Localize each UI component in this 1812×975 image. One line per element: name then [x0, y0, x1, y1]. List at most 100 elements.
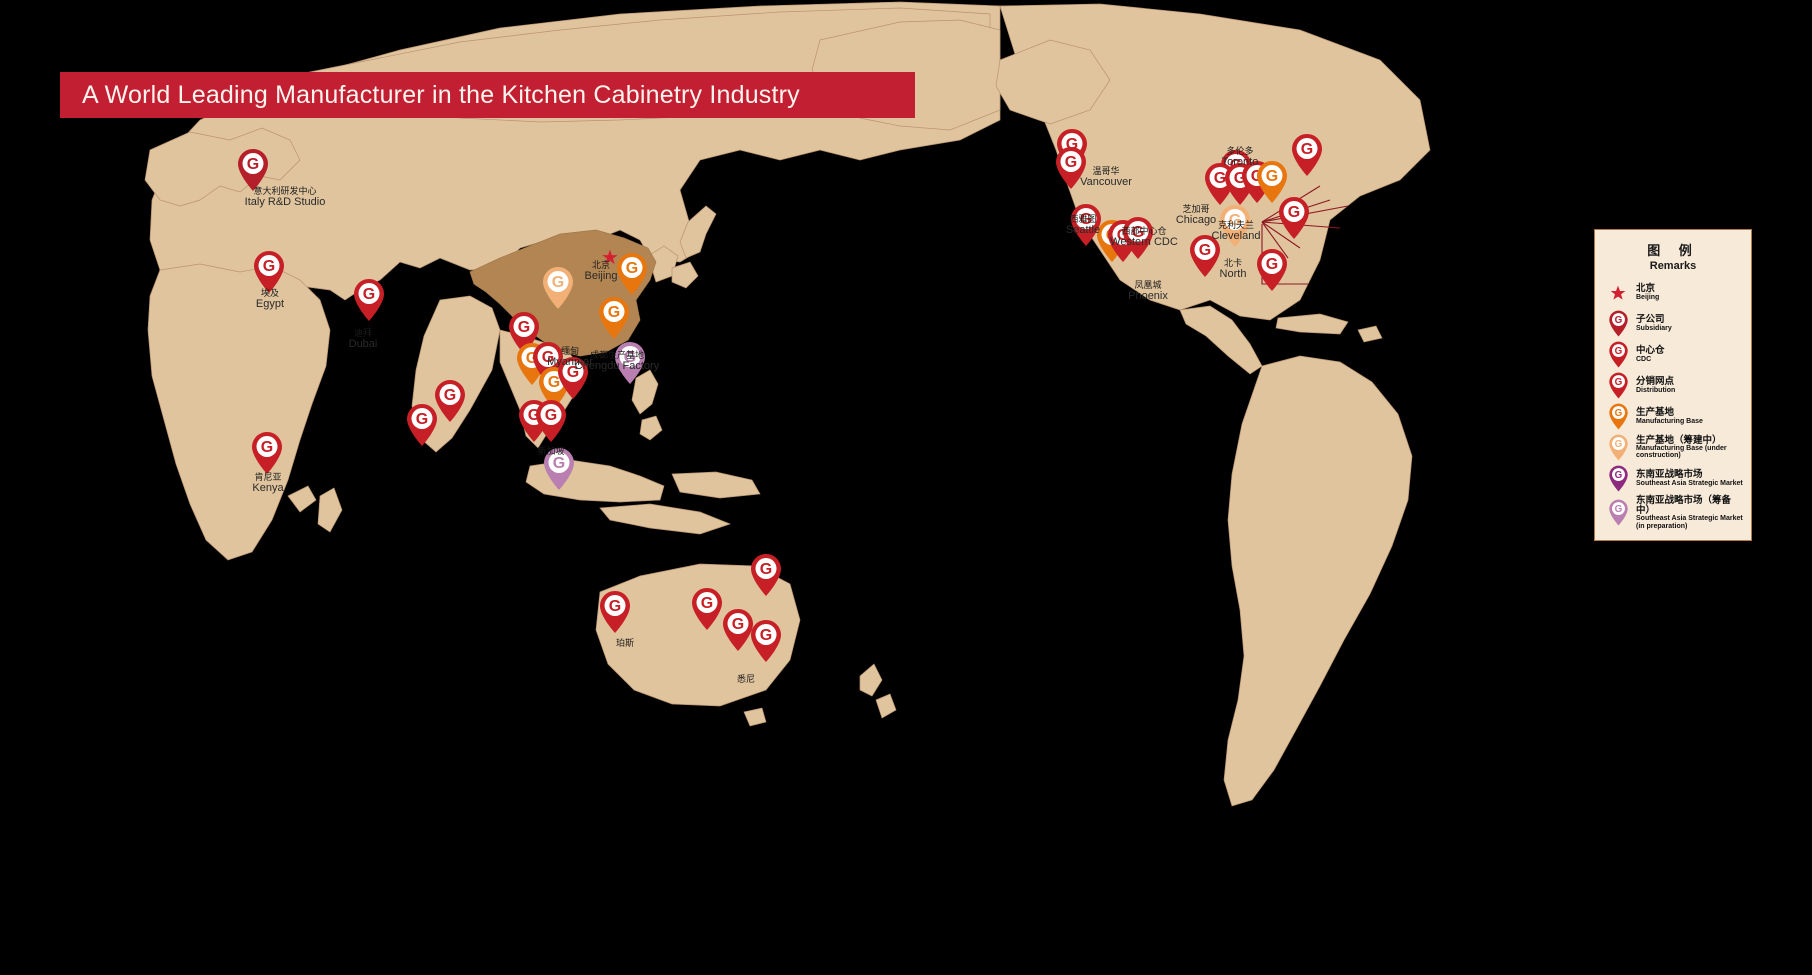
pin-sea-market-icon: G	[1603, 465, 1633, 492]
marker-adelaide[interactable]: G	[690, 587, 724, 631]
svg-text:G: G	[567, 364, 579, 381]
marker-texas[interactable]: G	[1188, 234, 1222, 278]
legend-title-cn: 图 例	[1647, 244, 1699, 259]
svg-text:G: G	[1301, 141, 1313, 158]
marker-western-cdc-1[interactable]: G	[1069, 203, 1103, 247]
marker-chengdu[interactable]: G	[541, 266, 575, 310]
legend-title-en: Remarks	[1649, 260, 1697, 272]
legend-label-en: CDC	[1636, 355, 1652, 363]
legend-label-en: Southeast Asia Strategic Market (in prep…	[1636, 515, 1743, 530]
svg-text:G: G	[363, 286, 375, 303]
legend-item-label: 北京 Beijing	[1633, 284, 1743, 301]
svg-text:G: G	[760, 561, 772, 578]
marker-sydney[interactable]: G	[749, 553, 783, 597]
svg-text:G: G	[1614, 470, 1622, 481]
svg-text:G: G	[1229, 212, 1241, 229]
legend-label-en: Distribution	[1636, 386, 1676, 394]
marker-canberra[interactable]: G	[749, 619, 783, 663]
marker-northeast[interactable]: G	[1290, 133, 1324, 177]
svg-text:G: G	[1614, 439, 1622, 450]
legend-label-en: Subsidiary	[1636, 324, 1672, 332]
svg-text:G: G	[518, 319, 530, 336]
pin-sea-market-prep-icon: G	[1603, 499, 1633, 526]
marker-cleveland-2[interactable]: G	[1255, 160, 1289, 204]
svg-text:G: G	[553, 455, 565, 472]
legend-label-en: Manufacturing Base (under construction)	[1636, 445, 1727, 460]
svg-text:G: G	[545, 407, 557, 424]
marker-philippines[interactable]: G	[613, 341, 647, 385]
svg-text:G: G	[542, 349, 554, 366]
marker-china-east-2[interactable]: G	[597, 296, 631, 340]
legend-label-en: Southeast Asia Strategic Market	[1636, 479, 1743, 487]
marker-western-cdc-4[interactable]: G	[1121, 216, 1155, 260]
svg-text:G: G	[1614, 504, 1622, 515]
svg-text:G: G	[1214, 170, 1226, 187]
marker-seattle[interactable]: G	[1054, 146, 1088, 190]
beijing-star-icon: ★	[601, 247, 619, 269]
pin-manufacturing-uc-icon: G	[1603, 434, 1633, 461]
svg-text:G: G	[261, 439, 273, 456]
svg-text:G: G	[1065, 154, 1077, 171]
legend-label-cn: 分销网点	[1636, 376, 1675, 388]
svg-text:G: G	[1080, 211, 1092, 228]
legend-label-cn: 生产基地（筹建中）	[1636, 434, 1722, 446]
legend-item-5: G 生产基地（筹建中） Manufacturing Base (under cons…	[1603, 434, 1743, 461]
marker-perth[interactable]: G	[598, 590, 632, 634]
svg-text:G: G	[548, 374, 560, 391]
svg-text:G: G	[626, 260, 638, 277]
svg-text:G: G	[732, 616, 744, 633]
marker-vietnam-2[interactable]: G	[556, 356, 590, 400]
legend-panel: 图 例 Remarks 北京 Beijing G 子公司 Subsidiary G 中心仓 C…	[1594, 229, 1752, 541]
svg-text:G: G	[760, 627, 772, 644]
legend-item-4: G 生产基地 Manufacturing Base	[1603, 403, 1743, 430]
legend-item-label: 东南亚战略市场（筹备中） Southeast Asia Strategic Mar…	[1633, 496, 1743, 530]
svg-text:G: G	[1614, 346, 1622, 357]
legend-label-en: Manufacturing Base	[1636, 417, 1703, 425]
pin-manufacturing-icon: G	[1603, 403, 1633, 430]
page-title: A World Leading Manufacturer in the Kitc…	[82, 80, 800, 109]
pin-cdc-icon: G	[1603, 341, 1633, 368]
marker-india-west[interactable]: G	[405, 403, 439, 447]
legend-label-cn: 东南亚战略市场	[1636, 469, 1703, 481]
legend-item-label: 东南亚战略市场 Southeast Asia Strategic Market	[1633, 470, 1743, 487]
marker-egypt[interactable]: G	[252, 250, 286, 294]
svg-text:G: G	[444, 387, 456, 404]
legend-label-cn: 北京	[1636, 283, 1656, 295]
star-icon	[1603, 285, 1633, 301]
svg-text:G: G	[416, 411, 428, 428]
legend-label-cn: 东南亚战略市场（筹备中）	[1636, 495, 1732, 516]
marker-malaysia-2[interactable]: G	[534, 399, 568, 443]
marker-kenya[interactable]: G	[250, 431, 284, 475]
legend-items: 北京 Beijing G 子公司 Subsidiary G 中心仓 CDC G 分销网点 Distr…	[1603, 279, 1743, 530]
legend-label-cn: 生产基地	[1636, 407, 1675, 419]
title-banner: A World Leading Manufacturer in the Kitc…	[60, 72, 915, 118]
svg-text:G: G	[1132, 224, 1144, 241]
svg-text:G: G	[1199, 242, 1211, 259]
legend-item-label: 中心仓 CDC	[1633, 346, 1743, 363]
legend-item-7: G 东南亚战略市场（筹备中） Southeast Asia Strategic Ma…	[1603, 496, 1743, 530]
svg-text:G: G	[624, 349, 636, 366]
svg-text:G: G	[1266, 256, 1278, 273]
svg-text:G: G	[1614, 408, 1622, 419]
legend-item-label: 生产基地 Manufacturing Base	[1633, 408, 1743, 425]
marker-dubai[interactable]: G	[352, 278, 386, 322]
legend-label-cn: 中心仓	[1636, 345, 1665, 357]
svg-text:G: G	[701, 595, 713, 612]
marker-north-carolina[interactable]: G	[1218, 204, 1252, 248]
marker-italy[interactable]: G	[236, 148, 270, 192]
legend-item-6: G 东南亚战略市场 Southeast Asia Strategic Market	[1603, 465, 1743, 492]
svg-text:G: G	[1266, 168, 1278, 185]
svg-text:G: G	[263, 258, 275, 275]
marker-newyork[interactable]: G	[1277, 196, 1311, 240]
legend-item-label: 子公司 Subsidiary	[1633, 315, 1743, 332]
svg-text:G: G	[552, 274, 564, 291]
marker-melbourne[interactable]: G	[721, 608, 755, 652]
marker-india-north[interactable]: G	[433, 379, 467, 423]
marker-indonesia[interactable]: G	[542, 447, 576, 491]
svg-text:G: G	[1288, 204, 1300, 221]
marker-china-east-1[interactable]: G	[615, 252, 649, 296]
marker-florida[interactable]: G	[1255, 248, 1289, 292]
svg-text:G: G	[247, 156, 259, 173]
